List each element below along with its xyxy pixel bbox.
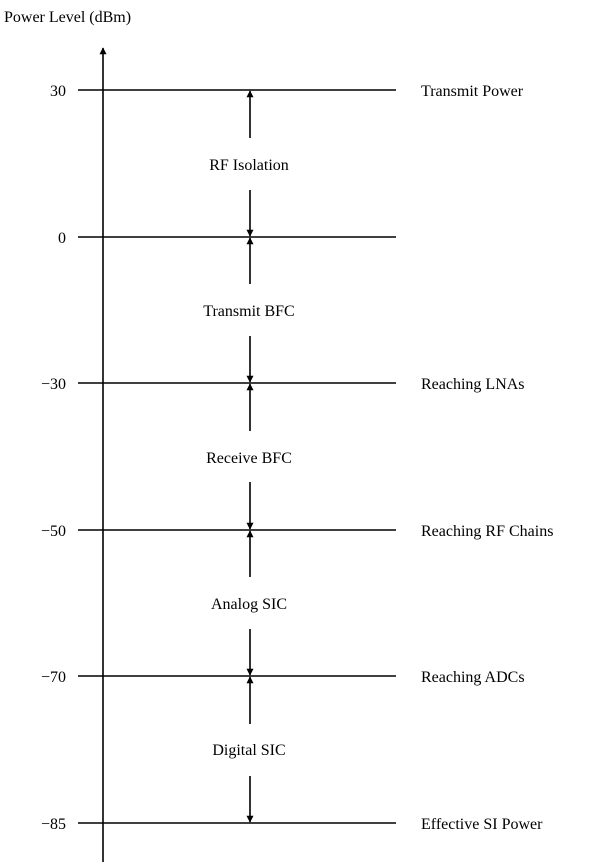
level-label: Reaching RF Chains [421, 523, 553, 540]
level-value: −70 [41, 669, 66, 686]
stage-transmit-bfc: Transmit BFC [203, 237, 295, 383]
level-value: −85 [41, 816, 66, 833]
stage-label: Digital SIC [212, 742, 285, 759]
stage-digital-sic: Digital SIC [212, 676, 286, 823]
level-label: Reaching LNAs [421, 376, 525, 393]
level-value: 30 [50, 83, 66, 100]
level-minus-85: −85 Effective SI Power [41, 816, 543, 833]
level-0: 0 [58, 230, 396, 247]
level-minus-70: −70 Reaching ADCs [41, 669, 525, 686]
stage-label: Analog SIC [211, 596, 287, 613]
level-minus-50: −50 Reaching RF Chains [41, 523, 553, 540]
level-value: −30 [41, 376, 66, 393]
level-label: Reaching ADCs [421, 669, 525, 686]
level-value: −50 [41, 523, 66, 540]
stage-rf-isolation: RF Isolation [209, 90, 289, 237]
stage-label: Receive BFC [206, 450, 292, 467]
stage-analog-sic: Analog SIC [211, 530, 287, 676]
stage-label: Transmit BFC [203, 303, 294, 320]
level-minus-30: −30 Reaching LNAs [41, 376, 525, 393]
level-30: 30 Transmit Power [50, 83, 524, 100]
axis-title: Power Level (dBm) [4, 9, 131, 26]
level-value: 0 [58, 230, 66, 247]
stage-label: RF Isolation [209, 157, 289, 174]
stage-receive-bfc: Receive BFC [206, 383, 292, 530]
level-label: Transmit Power [421, 83, 524, 100]
level-label: Effective SI Power [421, 816, 543, 833]
